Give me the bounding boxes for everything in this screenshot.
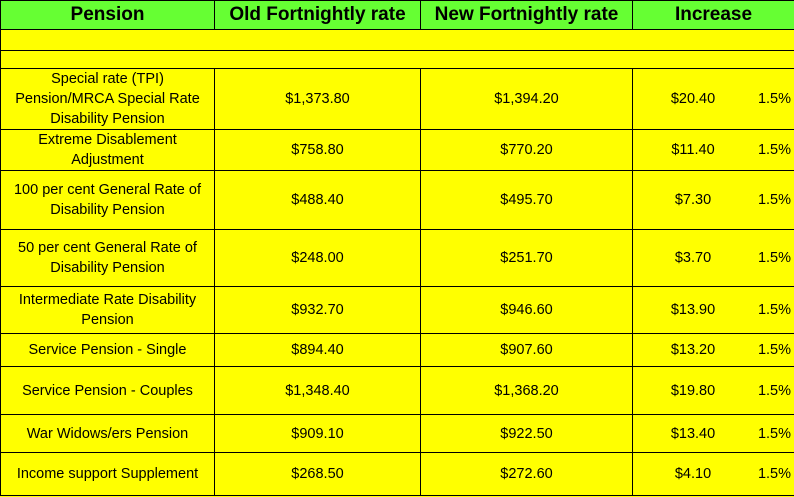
increase-percent: 1.5% [757,250,791,266]
increase-percent: 1.5% [757,425,791,442]
increase-percent: 1.5% [757,342,791,358]
increase-amount: $3.70 [674,250,712,266]
increase-amount: $20.40 [670,91,716,107]
header-new-rate[interactable]: New Fortnightly rate [420,0,633,30]
increase-amount: $13.40 [670,425,716,442]
pension-name-cell[interactable]: War Widows/ers Pension [0,414,215,453]
pension-name-cell[interactable]: Service Pension - Couples [0,366,215,415]
increase-amount: $13.90 [670,302,716,318]
old-rate-cell[interactable]: $758.80 [214,129,421,171]
increase-percent: 1.5% [757,382,791,399]
header-row: Pension Old Fortnightly rate New Fortnig… [0,0,794,30]
pension-name-cell[interactable]: Service Pension - Single [0,333,215,367]
table-row: Extreme Disablement Adjustment $758.80 $77… [0,129,794,171]
new-rate-cell[interactable]: $946.60 [420,286,633,334]
increase-cell[interactable]: $20.40 1.5% [632,68,794,130]
new-rate-cell[interactable]: $907.60 [420,333,633,367]
pension-name-cell[interactable]: Extreme Disablement Adjustment [0,129,215,171]
increase-cell[interactable]: $11.40 1.5% [632,129,794,171]
increase-cell[interactable]: $13.40 1.5% [632,414,794,453]
new-rate-cell[interactable]: $770.20 [420,129,633,171]
old-rate-cell[interactable]: $932.70 [214,286,421,334]
new-rate-cell[interactable]: $495.70 [420,170,633,230]
pension-name-cell[interactable]: 100 per cent General Rate of Disability … [0,170,215,230]
pension-name-cell[interactable]: Special rate (TPI) Pension/MRCA Special … [0,68,215,130]
increase-percent: 1.5% [757,142,791,158]
old-rate-cell[interactable]: $248.00 [214,229,421,287]
old-rate-cell[interactable]: $1,348.40 [214,366,421,415]
table-row: War Widows/ers Pension $909.10 $922.50 $13.… [0,414,794,453]
spacer-row-top [0,29,794,51]
old-rate-cell[interactable]: $268.50 [214,452,421,496]
table-row: Service Pension - Single $894.40 $907.60 $1… [0,333,794,367]
old-rate-cell[interactable]: $894.40 [214,333,421,367]
new-rate-cell[interactable]: $1,368.20 [420,366,633,415]
increase-percent: 1.5% [757,302,791,318]
table-row: 50 per cent General Rate of Disability P… [0,229,794,287]
header-increase[interactable]: Increase [632,0,794,30]
table-row: Service Pension - Couples $1,348.40 $1,368… [0,366,794,415]
increase-amount: $7.30 [674,192,712,208]
spacer-cell [0,29,794,51]
old-rate-cell[interactable]: $488.40 [214,170,421,230]
pension-name-cell[interactable]: Intermediate Rate Disability Pension [0,286,215,334]
new-rate-cell[interactable]: $272.60 [420,452,633,496]
increase-cell[interactable]: $7.30 1.5% [632,170,794,230]
increase-cell[interactable]: $3.70 1.5% [632,229,794,287]
table-row: Income support Supplement $268.50 $272.60 $… [0,452,794,496]
header-old-rate[interactable]: Old Fortnightly rate [214,0,421,30]
increase-amount: $4.10 [674,466,712,482]
increase-percent: 1.5% [757,192,791,208]
increase-percent: 1.5% [757,91,791,107]
old-rate-cell[interactable]: $909.10 [214,414,421,453]
pension-name-cell[interactable]: Income support Supplement [0,452,215,496]
table-row: Intermediate Rate Disability Pension $932… [0,286,794,334]
header-pension[interactable]: Pension [0,0,215,30]
increase-amount: $13.20 [670,342,716,358]
increase-percent: 1.5% [757,466,791,482]
increase-cell[interactable]: $13.20 1.5% [632,333,794,367]
new-rate-cell[interactable]: $922.50 [420,414,633,453]
new-rate-cell[interactable]: $1,394.20 [420,68,633,130]
pension-name-cell[interactable]: 50 per cent General Rate of Disability P… [0,229,215,287]
table-row: 100 per cent General Rate of Disability … [0,170,794,230]
spacer-cell [0,50,794,69]
increase-cell[interactable]: $13.90 1.5% [632,286,794,334]
table-row: Special rate (TPI) Pension/MRCA Special … [0,68,794,130]
old-rate-cell[interactable]: $1,373.80 [214,68,421,130]
increase-cell[interactable]: $4.10 1.5% [632,452,794,496]
increase-cell[interactable]: $19.80 1.5% [632,366,794,415]
increase-amount: $11.40 [671,142,715,158]
new-rate-cell[interactable]: $251.70 [420,229,633,287]
spacer-row-header [0,50,794,69]
increase-amount: $19.80 [670,382,716,399]
